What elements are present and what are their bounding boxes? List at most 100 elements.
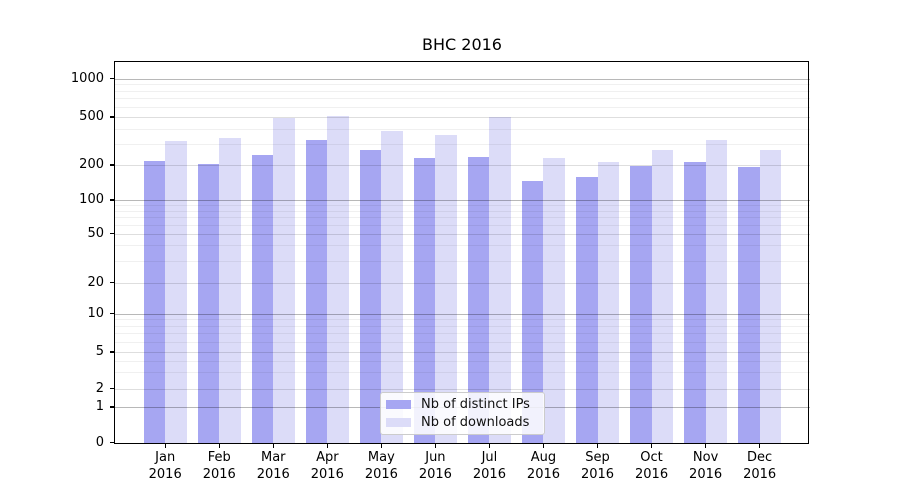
bar-distinct-ips xyxy=(143,161,166,444)
bar-downloads xyxy=(273,117,295,444)
minor-gridline xyxy=(114,224,810,226)
bar-distinct-ips xyxy=(197,163,220,444)
bar-distinct-ips xyxy=(738,166,760,444)
y-tick-label: 1000 xyxy=(70,70,104,86)
y-tick-mark xyxy=(110,351,114,353)
bar-downloads xyxy=(327,115,349,444)
y-tick-label: 0 xyxy=(95,434,104,450)
bar-distinct-ips xyxy=(359,150,382,444)
minor-gridline xyxy=(114,245,810,247)
legend-item-distinct-ips: Nb of distinct IPs xyxy=(386,396,538,414)
x-tick-label: Apr 2016 xyxy=(310,450,344,482)
y-tick-label: 2 xyxy=(95,380,104,396)
minor-gridline xyxy=(114,143,810,145)
legend-item-downloads: Nb of downloads xyxy=(386,414,538,432)
x-tick-mark xyxy=(650,444,653,448)
bar-distinct-ips xyxy=(629,166,652,444)
y-tick-label: 1 xyxy=(95,399,104,414)
y-tick-mark xyxy=(110,77,114,80)
major-gridline xyxy=(114,200,810,201)
legend-swatch-downloads xyxy=(386,417,411,427)
bar-downloads xyxy=(597,162,620,444)
bar-downloads xyxy=(759,150,782,444)
bar-distinct-ips xyxy=(467,157,490,444)
minor-gridline xyxy=(114,205,810,207)
minor-gridline xyxy=(114,84,810,86)
y-tick-mark xyxy=(110,199,114,201)
minor-gridline xyxy=(114,319,810,321)
x-tick-mark xyxy=(542,444,545,448)
minor-gridline xyxy=(114,372,810,374)
x-tick-mark xyxy=(596,444,599,448)
gridline xyxy=(114,388,810,390)
minor-gridline xyxy=(114,333,810,335)
gridline xyxy=(114,233,810,235)
bar-downloads xyxy=(705,140,728,444)
bar-distinct-ips xyxy=(305,140,328,444)
minor-gridline xyxy=(114,210,810,212)
x-tick-mark xyxy=(272,444,274,448)
minor-gridline xyxy=(114,106,810,108)
legend-label-distinct-ips: Nb of distinct IPs xyxy=(421,397,530,413)
gridline xyxy=(114,282,810,284)
minor-gridline xyxy=(114,260,810,262)
x-tick-label: Sep 2016 xyxy=(580,450,615,482)
y-tick-mark xyxy=(110,116,114,118)
y-tick-mark xyxy=(110,406,114,408)
x-tick-mark xyxy=(434,444,436,448)
x-tick-mark xyxy=(705,444,707,448)
x-tick-label: Feb 2016 xyxy=(202,450,236,482)
x-tick-mark xyxy=(380,444,382,448)
y-tick-mark xyxy=(110,164,114,166)
minor-gridline xyxy=(114,360,810,362)
x-tick-label: Jan 2016 xyxy=(148,450,182,482)
x-tick-label: Nov 2016 xyxy=(689,450,723,482)
bar-distinct-ips xyxy=(684,161,706,444)
x-tick-label: May 2016 xyxy=(364,450,398,482)
major-gridline xyxy=(114,313,810,315)
legend-swatch-distinct-ips xyxy=(386,400,411,410)
bar-downloads xyxy=(219,137,241,444)
minor-gridline xyxy=(114,325,810,327)
bar-distinct-ips xyxy=(251,155,274,444)
bar-distinct-ips xyxy=(575,176,598,444)
y-tick-mark xyxy=(110,387,114,390)
bar-distinct-ips xyxy=(521,181,544,444)
minor-gridline xyxy=(114,128,810,130)
x-tick-label: Jun 2016 xyxy=(418,450,452,482)
minor-gridline xyxy=(114,90,810,92)
y-tick-mark xyxy=(110,281,114,284)
bar-downloads xyxy=(651,149,674,444)
minor-gridline xyxy=(114,217,810,219)
y-tick-label: 100 xyxy=(79,192,104,207)
chart-title: BHC 2016 xyxy=(422,35,502,54)
gridline xyxy=(114,352,810,353)
x-tick-mark xyxy=(326,444,328,448)
major-gridline xyxy=(114,78,810,80)
bar-downloads xyxy=(165,141,187,444)
x-tick-label: Jul 2016 xyxy=(472,450,506,482)
y-tick-label: 20 xyxy=(87,274,104,290)
x-tick-mark xyxy=(759,444,761,448)
x-tick-label: Dec 2016 xyxy=(743,450,777,482)
bar-downloads xyxy=(381,131,403,444)
y-tick-label: 500 xyxy=(79,109,104,124)
bar-downloads xyxy=(489,117,512,444)
y-tick-label: 5 xyxy=(95,344,104,359)
y-tick-mark xyxy=(110,312,114,315)
x-tick-label: Aug 2016 xyxy=(526,450,561,482)
y-tick-mark xyxy=(110,441,114,444)
y-tick-label: 200 xyxy=(79,157,104,172)
x-tick-label: Oct 2016 xyxy=(635,450,669,482)
bar-downloads xyxy=(543,157,566,444)
x-tick-mark xyxy=(218,444,220,448)
legend-label-downloads: Nb of downloads xyxy=(421,414,530,430)
minor-gridline xyxy=(114,341,810,343)
y-tick-label: 10 xyxy=(87,305,104,321)
gridline xyxy=(114,165,810,166)
x-tick-mark xyxy=(164,444,166,448)
legend: Nb of distinct IPs Nb of downloads xyxy=(380,392,545,435)
y-tick-mark xyxy=(110,232,114,235)
bar-distinct-ips xyxy=(413,158,436,444)
